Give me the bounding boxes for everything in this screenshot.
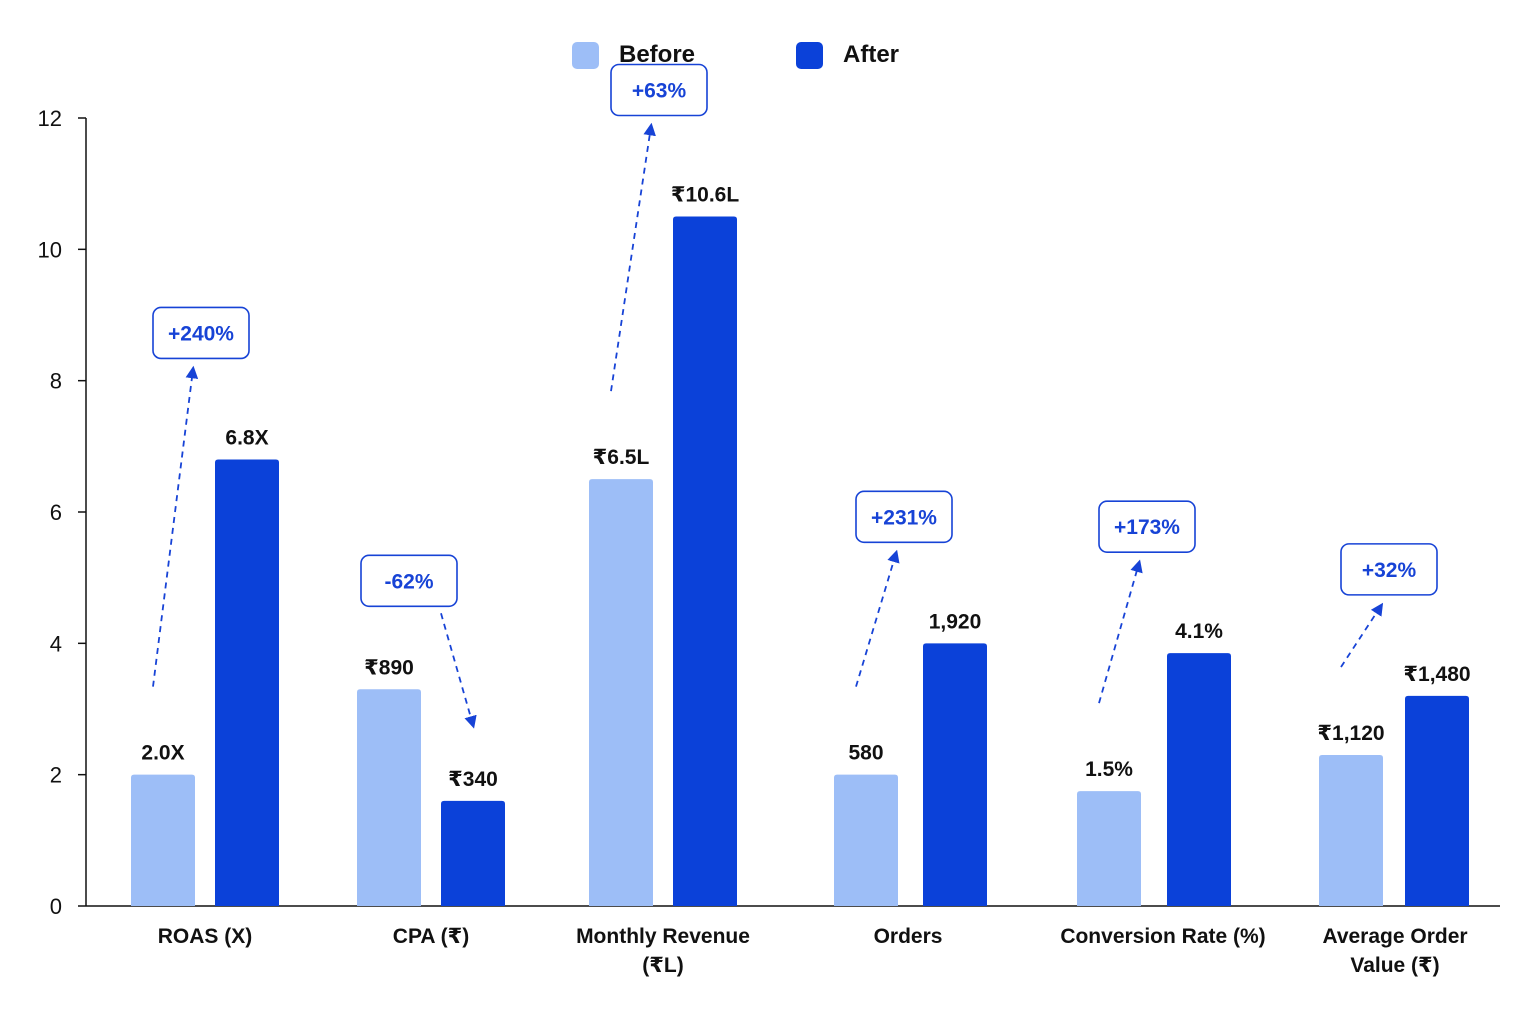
y-tick-label: 2 [50, 763, 62, 788]
change-arrow [610, 122, 656, 392]
y-tick-label: 4 [50, 631, 62, 656]
bar-after [673, 216, 737, 906]
data-label-after: 6.8X [225, 426, 268, 449]
y-tick-label: 6 [50, 500, 62, 525]
x-category-label: Orders [874, 925, 943, 948]
data-label-before: 2.0X [141, 742, 184, 765]
legend-item-after: After [796, 38, 899, 72]
change-badge [855, 490, 953, 544]
change-arrow [152, 365, 199, 687]
y-tick-label: 12 [38, 106, 62, 131]
change-badge [1098, 500, 1196, 553]
x-category-label: Average Order [1322, 925, 1467, 948]
bar-after [1167, 653, 1231, 906]
bar-after [441, 800, 505, 906]
y-tick-label: 8 [50, 369, 62, 394]
change-label: -62% [384, 570, 433, 593]
change-label: +231% [871, 506, 937, 529]
change-arrow [440, 613, 477, 729]
bar-after [1405, 695, 1469, 906]
data-label-before: ₹1,120 [1317, 722, 1384, 745]
bar-before [1077, 791, 1141, 906]
legend-label-before: Before [619, 41, 696, 68]
change-arrow [1340, 602, 1384, 668]
change-badge [610, 63, 708, 117]
change-label: +240% [168, 322, 234, 345]
change-label: +173% [1114, 516, 1180, 539]
change-arrow [855, 549, 900, 687]
legend-swatch-before [572, 41, 599, 69]
legend-swatch-after [796, 41, 823, 69]
data-label-before: ₹890 [364, 656, 414, 679]
y-tick-label: 10 [38, 237, 62, 262]
bar-before [357, 689, 421, 906]
change-label: +32% [1362, 559, 1417, 582]
bar-before [589, 479, 653, 906]
bar-before [1319, 754, 1383, 906]
legend-item-before: Before [572, 38, 695, 72]
y-tick-label: 0 [50, 894, 62, 919]
change-arrow [1098, 559, 1143, 704]
bar-after [215, 459, 279, 906]
change-badge [360, 554, 458, 608]
data-label-before: 1.5% [1085, 758, 1133, 781]
data-label-after: 1,920 [929, 610, 982, 633]
data-label-after: ₹1,480 [1403, 663, 1470, 686]
legend: Before After [0, 38, 1536, 72]
change-badge [152, 306, 250, 360]
data-label-after: 4.1% [1175, 620, 1223, 643]
x-category-label: CPA (₹) [393, 925, 469, 948]
data-label-before: 580 [848, 742, 883, 765]
change-label: +63% [632, 80, 687, 103]
legend-label-after: After [843, 41, 900, 68]
x-category-label: Value (₹) [1350, 954, 1439, 977]
bar-after [923, 643, 987, 906]
bar-before [834, 774, 898, 906]
data-label-before: ₹6.5L [593, 446, 650, 469]
data-label-after: ₹340 [448, 768, 498, 791]
change-badge [1340, 543, 1438, 596]
x-category-label: ROAS (X) [158, 925, 253, 948]
data-label-after: ₹10.6L [671, 184, 739, 207]
bar-before [131, 774, 195, 906]
x-category-label: (₹L) [642, 954, 683, 977]
x-category-label: Monthly Revenue [576, 925, 750, 948]
x-category-label: Conversion Rate (%) [1060, 925, 1265, 948]
